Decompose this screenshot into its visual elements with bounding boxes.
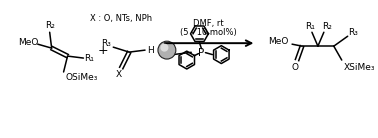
Text: R₂: R₂ bbox=[45, 21, 54, 30]
Text: OSiMe₃: OSiMe₃ bbox=[65, 73, 98, 82]
Text: MeO: MeO bbox=[268, 37, 288, 46]
Text: O: O bbox=[291, 63, 299, 71]
Text: R₁: R₁ bbox=[305, 22, 315, 31]
Text: R₃: R₃ bbox=[348, 28, 358, 37]
Text: DMF, rt: DMF, rt bbox=[193, 19, 224, 28]
Text: X: X bbox=[116, 71, 122, 79]
Text: H: H bbox=[147, 46, 153, 55]
Text: P: P bbox=[198, 48, 204, 58]
Text: R₂: R₂ bbox=[322, 22, 332, 31]
Text: MeO: MeO bbox=[18, 38, 38, 47]
Circle shape bbox=[160, 44, 169, 52]
Text: R₁: R₁ bbox=[84, 54, 94, 63]
Text: XSiMe₃: XSiMe₃ bbox=[344, 63, 375, 71]
Text: X : O, NTs, NPh: X : O, NTs, NPh bbox=[90, 14, 152, 23]
Text: +: + bbox=[98, 44, 108, 57]
Text: (5 - 10 mol%): (5 - 10 mol%) bbox=[180, 28, 237, 37]
Text: R₃: R₃ bbox=[101, 39, 111, 48]
Circle shape bbox=[158, 41, 176, 59]
